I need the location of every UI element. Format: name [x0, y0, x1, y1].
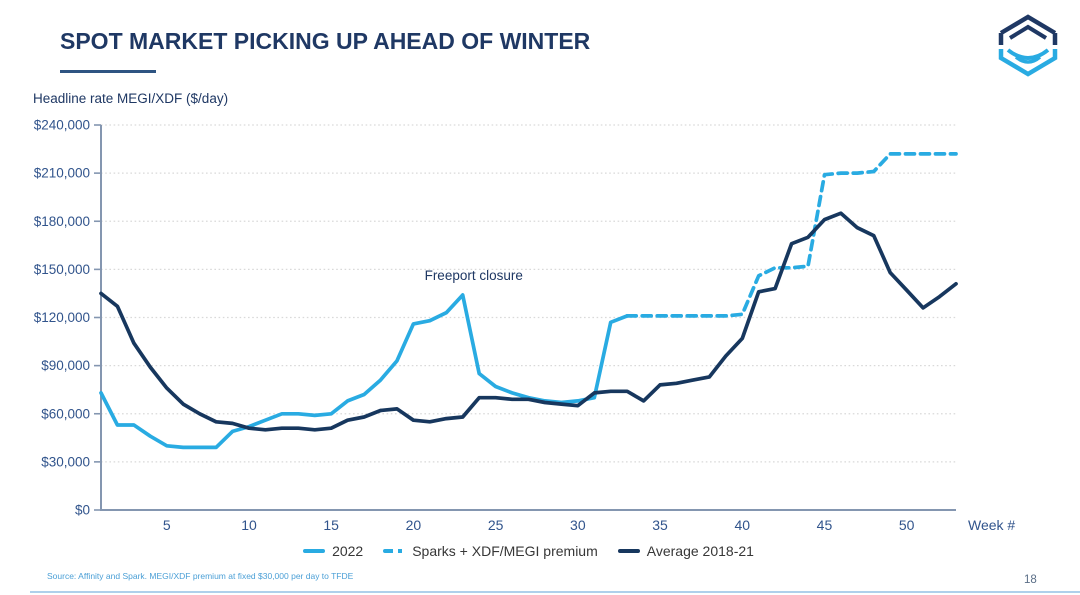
x-tick-label: 20	[406, 517, 422, 533]
chart-axis-caption: Headline rate MEGI/XDF ($/day)	[33, 91, 229, 106]
x-tick-label: 10	[241, 517, 257, 533]
x-tick-label: 40	[734, 517, 750, 533]
y-tick-label: $180,000	[34, 214, 90, 229]
y-tick-label: $120,000	[34, 310, 90, 325]
y-tick-label: $60,000	[41, 406, 90, 421]
chart-legend: 2022 Sparks + XDF/MEGI premium Average 201…	[0, 543, 1057, 559]
y-tick-label: $240,000	[34, 118, 90, 133]
legend-line-swatch	[303, 549, 326, 553]
series-average-2018-21	[99, 211, 958, 432]
y-tick-label: $90,000	[41, 358, 90, 373]
legend-line-swatch	[617, 549, 640, 553]
title-underline	[60, 70, 156, 73]
company-logo-icon	[998, 14, 1058, 77]
legend-label: Average 2018-21	[646, 543, 754, 559]
series-sparks-xdf-megi-premium	[625, 152, 958, 318]
legend-item-sparks-xdf-megi-premium: Sparks + XDF/MEGI premium	[383, 543, 598, 559]
source-note: Source: Affinity and Spark. MEGI/XDF pre…	[47, 571, 354, 581]
page-number: 18	[1024, 574, 1037, 586]
footer-rule	[30, 591, 1080, 593]
x-tick-label: 50	[899, 517, 915, 533]
y-tick-label: $0	[75, 503, 90, 518]
legend-label: 2022	[332, 543, 364, 559]
legend-dashed-swatch	[383, 549, 406, 553]
x-tick-label: 30	[570, 517, 586, 533]
x-tick-label: 25	[488, 517, 504, 533]
chart-annotation-freeport-closure: Freeport closure	[424, 268, 523, 283]
x-tick-label: 15	[323, 517, 339, 533]
y-tick-label: $150,000	[34, 262, 90, 277]
x-tick-label: 35	[652, 517, 668, 533]
x-tick-label: 45	[817, 517, 833, 533]
x-axis-label: Week #	[968, 517, 1015, 533]
page-title: SPOT MARKET PICKING UP AHEAD OF WINTER	[60, 28, 591, 54]
legend-label: Sparks + XDF/MEGI premium	[412, 543, 598, 559]
legend-item-average-2018-21: Average 2018-21	[617, 543, 754, 559]
y-tick-label: $210,000	[34, 166, 90, 181]
x-tick-label: 5	[163, 517, 171, 533]
y-tick-label: $30,000	[41, 454, 90, 469]
legend-item-2022: 2022	[303, 543, 363, 559]
series-2022	[99, 293, 630, 450]
